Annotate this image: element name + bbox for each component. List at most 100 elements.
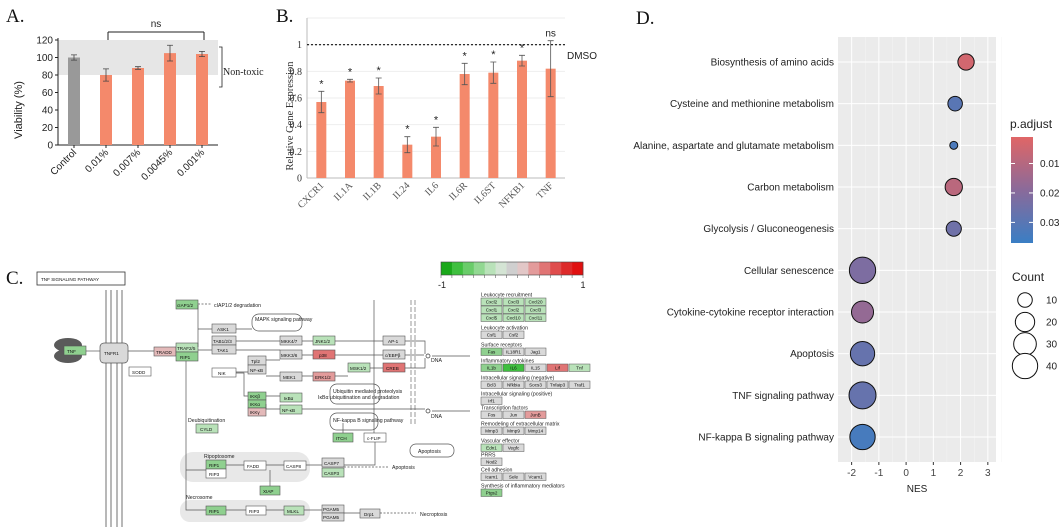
chart-a-ytick-label: 80 — [42, 71, 54, 82]
target-gene-node — [524, 472, 547, 481]
target-gene-node — [502, 410, 525, 419]
legend-size-circle — [1017, 292, 1033, 308]
ciap-label: cIAP1/2 — [177, 303, 194, 308]
target-group-label: Inflammatory cytokines — [481, 359, 534, 365]
chart-a-error-bar — [71, 54, 77, 61]
drp1-node — [359, 508, 381, 519]
target-gene-node — [480, 363, 503, 372]
scale-swatch — [473, 262, 485, 275]
chart-d-ytick-label: Alanine, aspartate and glutamate metabol… — [633, 141, 834, 152]
cebp-label: c/EBPβ — [385, 353, 401, 358]
cyld-node — [195, 423, 219, 434]
target-gene-label: IL6 — [510, 366, 517, 371]
chart-a-ns-bracket — [107, 31, 205, 40]
chart-d-xtick-label: -2 — [847, 468, 856, 479]
chart-b-ytick-label: 0.6 — [290, 94, 303, 105]
chart-a-error-bar — [199, 50, 205, 58]
chart-d-ytick-label: Cytokine-cytokine receptor interaction — [667, 308, 834, 319]
nfkb-label: NF-κB — [282, 408, 295, 413]
tnfr1-label: TNFR1 — [104, 351, 119, 356]
ikkg-node — [247, 407, 267, 417]
target-group-label: Vascular effector — [481, 439, 520, 445]
target-gene-node — [502, 380, 525, 389]
target-gene-node — [480, 313, 503, 322]
chart-b-bars: * * * * * * * * ns — [316, 29, 556, 178]
chart-a-xtick-label: 0.007% — [111, 147, 143, 179]
target-gene-label: IL15 — [531, 366, 540, 371]
chart-a-x-ticks: Control 0.01% 0.007%0.0045% 0.001% — [49, 145, 207, 183]
pathway-edges — [86, 300, 470, 514]
cyld-label: CYLD — [200, 427, 213, 432]
target-group-label: Leukocyte activation — [481, 326, 528, 332]
target-gene-node — [568, 380, 591, 389]
chart-a-xtick-label: 0.0045% — [139, 147, 175, 183]
chart-b-significance-label: * — [434, 114, 439, 126]
rip1-label: RIP1 — [180, 355, 191, 360]
creb-label: CREB — [386, 366, 399, 371]
target-gene-label: Cxcl11 — [529, 316, 543, 321]
chart-a-error-bar — [103, 68, 109, 82]
target-gene-label: Icam1 — [485, 475, 498, 480]
scale-swatch — [517, 262, 529, 275]
chart-a-error-bar — [135, 66, 141, 70]
nik-node — [211, 367, 237, 378]
chart-b-xtick-label: IL6R — [447, 180, 470, 203]
scale-swatch — [495, 262, 507, 275]
apoptosis-label-2: Apoptosis — [392, 465, 415, 471]
target-gene-node — [480, 305, 503, 314]
legend-color-tick-label: 0.02 — [1040, 188, 1060, 199]
chart-b-error-bar — [375, 77, 382, 95]
chart-b-xtick-label: TNF — [535, 180, 556, 201]
target-gene-label: Cxcl3 — [508, 300, 520, 305]
ripoptosome-label: Ripoptosome — [204, 454, 235, 460]
target-gene-label: Csf2 — [509, 333, 519, 338]
chart-d-ytick-label: NF-kappa B signaling pathway — [698, 433, 834, 444]
legend-size-label: 40 — [1046, 362, 1058, 373]
ciap-degradation-label: cIAP1/2 degradation — [214, 303, 261, 309]
target-gene-node — [480, 472, 503, 481]
target-gene-node — [524, 313, 547, 322]
target-gene-label: Cxcl20 — [528, 300, 542, 305]
target-group-label: Synthesis of inflammatory mediators — [481, 484, 565, 490]
jnk-label: JNK1/2 — [315, 339, 331, 344]
tak1-label: TAK1 — [217, 348, 229, 353]
chart-b-error-bar — [461, 62, 468, 86]
chart-b-xtick-label: CXCR1 — [296, 180, 327, 211]
ikka-label: IKKα — [250, 402, 260, 407]
tab-label: TAB1/2/3 — [213, 339, 232, 344]
chart-b-bar — [345, 80, 355, 178]
target-gene-label: IL1b — [487, 366, 496, 371]
target-gene-label: IL18R1 — [506, 350, 521, 355]
chart-d-point — [949, 140, 959, 150]
casp8-node — [283, 460, 307, 471]
chart-a-ytick-label: 100 — [36, 53, 53, 64]
chart-b-bar — [488, 72, 499, 178]
fadd-label: FADD — [247, 464, 260, 469]
nfkb-pathway-box — [329, 412, 379, 431]
chart-d-point — [849, 341, 876, 367]
rip1b-label: RIP1 — [209, 463, 220, 468]
chart-a-xtick-label: 0.01% — [83, 147, 111, 175]
target-gene-node — [546, 363, 569, 372]
ikba-node — [279, 392, 303, 403]
target-gene-label: Cxcl2 — [486, 300, 498, 305]
chart-d-point — [848, 256, 877, 284]
chart-b-bar — [373, 86, 384, 178]
target-gene-label: Nod2 — [486, 460, 497, 465]
target-gene-node — [524, 426, 547, 435]
fadd-node — [243, 460, 267, 471]
chart-a-ytick-label: 60 — [42, 88, 54, 99]
chart-d-ytick-label: Glycolysis / Gluconeogenesis — [703, 224, 834, 235]
target-gene-node — [524, 363, 547, 372]
ap1-node — [382, 335, 406, 346]
scale-swatch — [528, 262, 540, 275]
target-gene-label: Sele — [509, 475, 519, 480]
target-gene-node — [480, 396, 503, 405]
chart-a-xtick-label: 0.001% — [175, 147, 207, 179]
chart-b-error-bar — [519, 54, 525, 67]
target-group-label: Leukocyte recruitment — [481, 293, 533, 299]
target-gene-node — [502, 330, 525, 339]
p38-label: p38 — [319, 353, 327, 358]
chart-b-error-bar — [490, 61, 497, 84]
